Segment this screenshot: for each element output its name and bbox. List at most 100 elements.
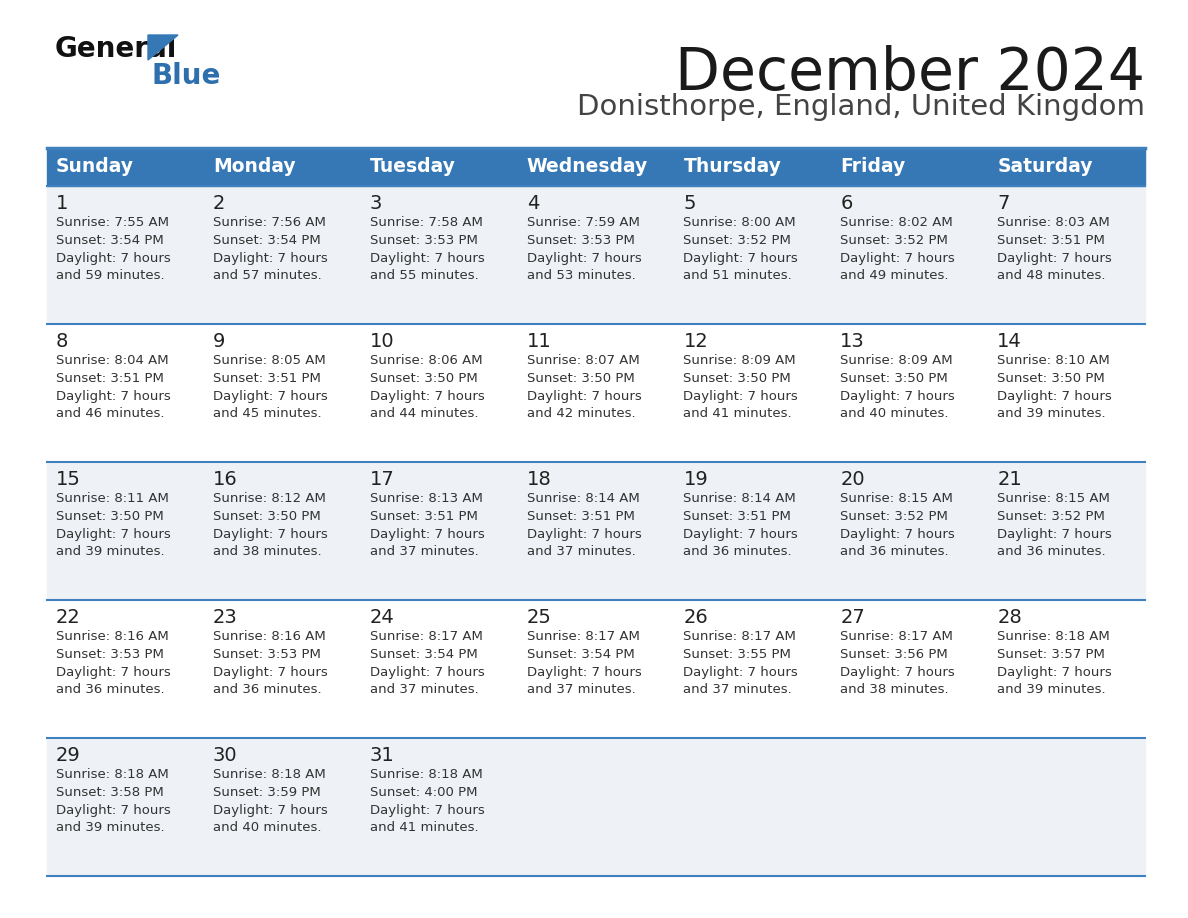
Text: and 36 minutes.: and 36 minutes.	[56, 683, 165, 696]
Polygon shape	[148, 35, 178, 60]
Text: 19: 19	[683, 470, 708, 489]
Text: Sunset: 3:59 PM: Sunset: 3:59 PM	[213, 786, 321, 799]
Text: Sunrise: 8:11 AM: Sunrise: 8:11 AM	[56, 492, 169, 505]
Text: and 42 minutes.: and 42 minutes.	[526, 407, 636, 420]
Text: Sunrise: 7:59 AM: Sunrise: 7:59 AM	[526, 216, 639, 229]
Text: and 39 minutes.: and 39 minutes.	[997, 683, 1106, 696]
Text: and 39 minutes.: and 39 minutes.	[56, 545, 165, 558]
Text: and 36 minutes.: and 36 minutes.	[683, 545, 792, 558]
Text: and 37 minutes.: and 37 minutes.	[526, 683, 636, 696]
Text: Daylight: 7 hours: Daylight: 7 hours	[369, 804, 485, 817]
Text: Sunset: 3:55 PM: Sunset: 3:55 PM	[683, 648, 791, 661]
Text: Sunset: 3:51 PM: Sunset: 3:51 PM	[369, 510, 478, 523]
Text: and 40 minutes.: and 40 minutes.	[213, 821, 322, 834]
Text: 5: 5	[683, 194, 696, 213]
Text: Sunset: 3:50 PM: Sunset: 3:50 PM	[369, 372, 478, 385]
Text: Monday: Monday	[213, 158, 296, 176]
Text: Sunrise: 8:15 AM: Sunrise: 8:15 AM	[997, 492, 1110, 505]
Text: Sunset: 3:54 PM: Sunset: 3:54 PM	[213, 234, 321, 247]
Text: Sunrise: 8:12 AM: Sunrise: 8:12 AM	[213, 492, 326, 505]
Text: Sunset: 3:52 PM: Sunset: 3:52 PM	[997, 510, 1105, 523]
Text: Daylight: 7 hours: Daylight: 7 hours	[526, 528, 642, 541]
Text: Sunrise: 8:03 AM: Sunrise: 8:03 AM	[997, 216, 1110, 229]
Text: and 37 minutes.: and 37 minutes.	[526, 545, 636, 558]
Text: Sunrise: 8:18 AM: Sunrise: 8:18 AM	[997, 630, 1110, 643]
Text: 17: 17	[369, 470, 394, 489]
Bar	[48, 738, 1145, 876]
Text: 25: 25	[526, 608, 551, 627]
Text: and 36 minutes.: and 36 minutes.	[997, 545, 1106, 558]
Text: and 41 minutes.: and 41 minutes.	[369, 821, 479, 834]
Text: Daylight: 7 hours: Daylight: 7 hours	[369, 666, 485, 679]
Text: Sunset: 3:50 PM: Sunset: 3:50 PM	[840, 372, 948, 385]
Text: Sunset: 3:56 PM: Sunset: 3:56 PM	[840, 648, 948, 661]
Text: and 59 minutes.: and 59 minutes.	[56, 269, 165, 282]
Text: 20: 20	[840, 470, 865, 489]
Text: 29: 29	[56, 746, 81, 765]
Text: Sunset: 3:51 PM: Sunset: 3:51 PM	[526, 510, 634, 523]
Text: and 36 minutes.: and 36 minutes.	[840, 545, 949, 558]
Text: Sunrise: 7:56 AM: Sunrise: 7:56 AM	[213, 216, 326, 229]
Text: Daylight: 7 hours: Daylight: 7 hours	[683, 528, 798, 541]
Text: Sunrise: 8:16 AM: Sunrise: 8:16 AM	[213, 630, 326, 643]
Text: Sunrise: 8:09 AM: Sunrise: 8:09 AM	[683, 354, 796, 367]
Text: 4: 4	[526, 194, 539, 213]
Text: Daylight: 7 hours: Daylight: 7 hours	[213, 666, 328, 679]
Text: 16: 16	[213, 470, 238, 489]
Text: Sunrise: 8:18 AM: Sunrise: 8:18 AM	[369, 768, 482, 781]
Text: 31: 31	[369, 746, 394, 765]
Text: and 53 minutes.: and 53 minutes.	[526, 269, 636, 282]
Text: Daylight: 7 hours: Daylight: 7 hours	[840, 666, 955, 679]
Text: and 39 minutes.: and 39 minutes.	[997, 407, 1106, 420]
Text: and 37 minutes.: and 37 minutes.	[369, 683, 479, 696]
Text: and 38 minutes.: and 38 minutes.	[213, 545, 322, 558]
Text: and 40 minutes.: and 40 minutes.	[840, 407, 949, 420]
Text: Sunset: 3:58 PM: Sunset: 3:58 PM	[56, 786, 164, 799]
Text: Sunset: 3:53 PM: Sunset: 3:53 PM	[526, 234, 634, 247]
Text: Sunrise: 7:58 AM: Sunrise: 7:58 AM	[369, 216, 482, 229]
Text: 12: 12	[683, 332, 708, 351]
Text: Sunset: 3:50 PM: Sunset: 3:50 PM	[997, 372, 1105, 385]
Text: 26: 26	[683, 608, 708, 627]
Text: Friday: Friday	[840, 158, 905, 176]
Text: Daylight: 7 hours: Daylight: 7 hours	[526, 390, 642, 403]
Text: Sunset: 3:52 PM: Sunset: 3:52 PM	[683, 234, 791, 247]
Text: Sunrise: 8:07 AM: Sunrise: 8:07 AM	[526, 354, 639, 367]
Text: Daylight: 7 hours: Daylight: 7 hours	[840, 528, 955, 541]
Text: 10: 10	[369, 332, 394, 351]
Text: Daylight: 7 hours: Daylight: 7 hours	[213, 528, 328, 541]
Text: Sunday: Sunday	[56, 158, 134, 176]
Text: Daylight: 7 hours: Daylight: 7 hours	[56, 804, 171, 817]
Bar	[48, 148, 1145, 186]
Text: Daylight: 7 hours: Daylight: 7 hours	[526, 666, 642, 679]
Text: 11: 11	[526, 332, 551, 351]
Text: Daylight: 7 hours: Daylight: 7 hours	[56, 390, 171, 403]
Text: Sunrise: 8:05 AM: Sunrise: 8:05 AM	[213, 354, 326, 367]
Text: Sunrise: 8:13 AM: Sunrise: 8:13 AM	[369, 492, 482, 505]
Text: and 36 minutes.: and 36 minutes.	[213, 683, 322, 696]
Text: 9: 9	[213, 332, 226, 351]
Text: Daylight: 7 hours: Daylight: 7 hours	[369, 390, 485, 403]
Text: Sunset: 4:00 PM: Sunset: 4:00 PM	[369, 786, 478, 799]
Text: Sunset: 3:51 PM: Sunset: 3:51 PM	[997, 234, 1105, 247]
Text: 6: 6	[840, 194, 853, 213]
Text: Daylight: 7 hours: Daylight: 7 hours	[997, 528, 1112, 541]
Text: Daylight: 7 hours: Daylight: 7 hours	[683, 390, 798, 403]
Bar	[48, 324, 1145, 462]
Text: Sunrise: 8:17 AM: Sunrise: 8:17 AM	[526, 630, 639, 643]
Text: Sunset: 3:57 PM: Sunset: 3:57 PM	[997, 648, 1105, 661]
Text: Daylight: 7 hours: Daylight: 7 hours	[213, 804, 328, 817]
Text: Daylight: 7 hours: Daylight: 7 hours	[56, 528, 171, 541]
Text: 21: 21	[997, 470, 1022, 489]
Bar	[48, 186, 1145, 324]
Text: Donisthorpe, England, United Kingdom: Donisthorpe, England, United Kingdom	[577, 93, 1145, 121]
Text: Sunset: 3:50 PM: Sunset: 3:50 PM	[526, 372, 634, 385]
Text: Thursday: Thursday	[683, 158, 782, 176]
Text: and 49 minutes.: and 49 minutes.	[840, 269, 949, 282]
Text: 23: 23	[213, 608, 238, 627]
Text: and 45 minutes.: and 45 minutes.	[213, 407, 322, 420]
Text: Sunset: 3:53 PM: Sunset: 3:53 PM	[369, 234, 478, 247]
Text: and 55 minutes.: and 55 minutes.	[369, 269, 479, 282]
Text: and 41 minutes.: and 41 minutes.	[683, 407, 792, 420]
Text: Tuesday: Tuesday	[369, 158, 455, 176]
